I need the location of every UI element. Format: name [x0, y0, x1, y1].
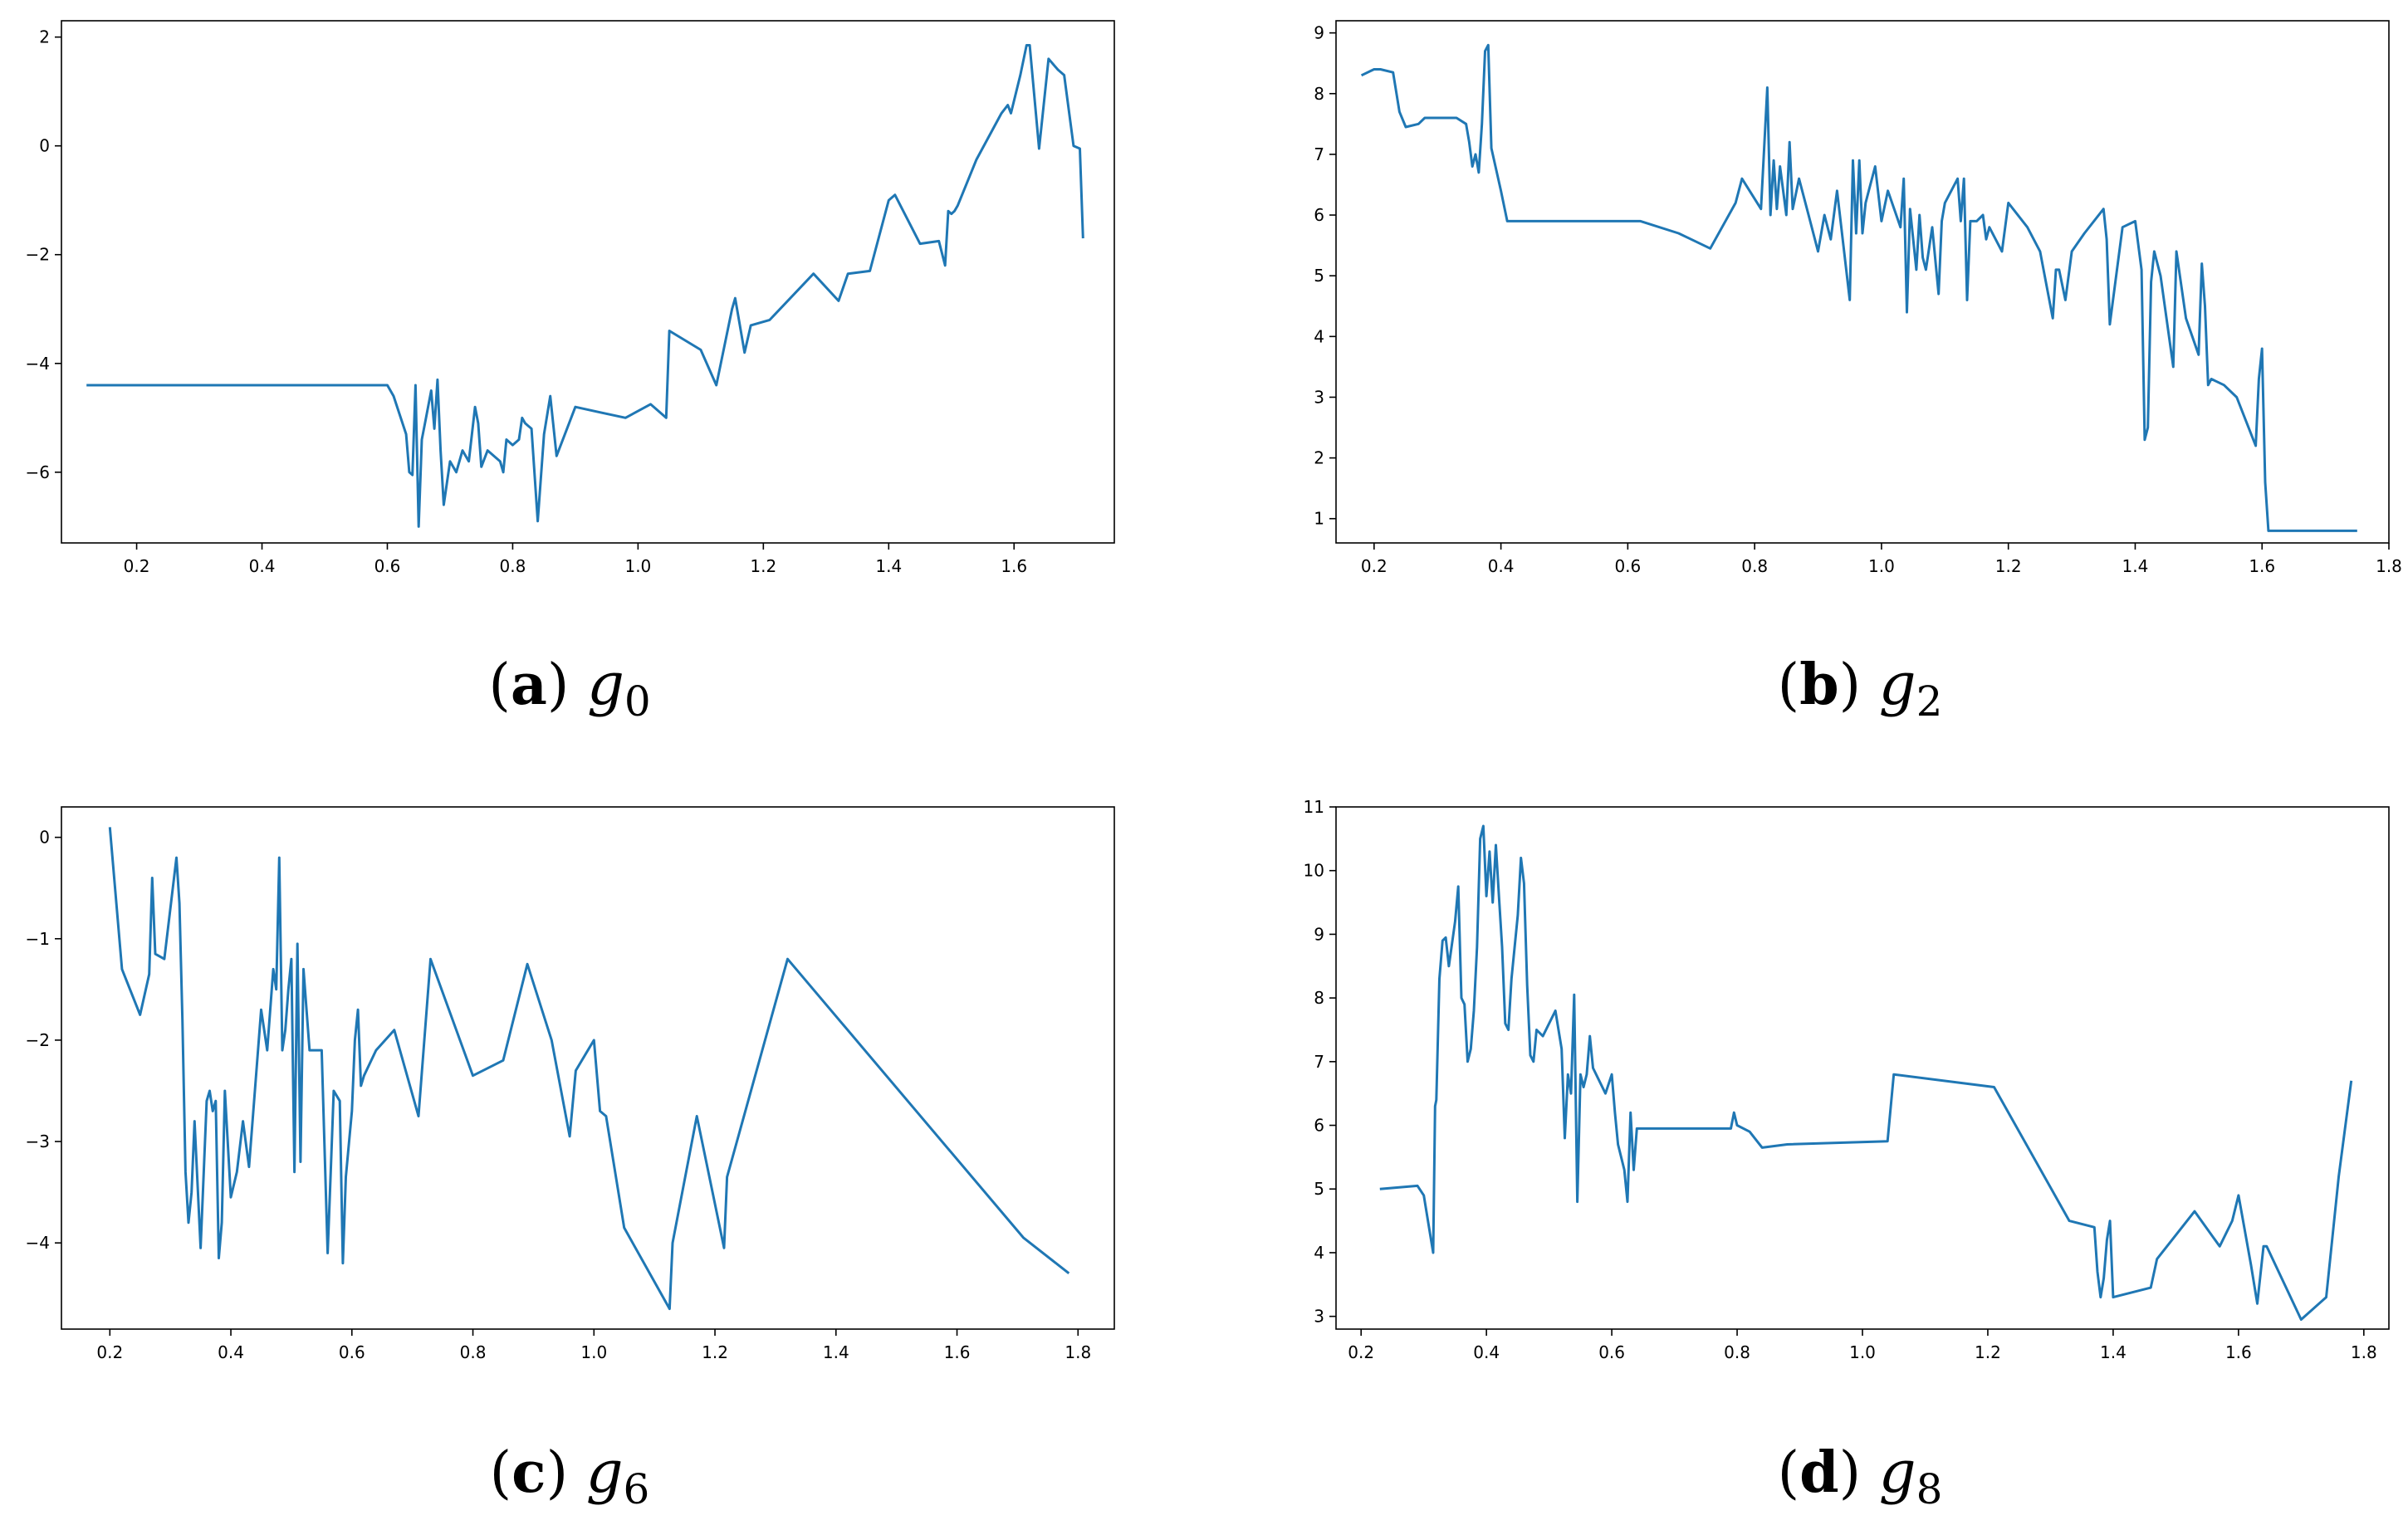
x-tick-label: 1.6: [2225, 1342, 2252, 1362]
y-tick-label: 5: [1314, 266, 1324, 286]
x-tick-label: 1.2: [1995, 556, 2022, 576]
y-tick-label: 0: [39, 828, 50, 848]
y-tick-label: 6: [1314, 1116, 1324, 1136]
x-tick-label: 1.0: [1868, 556, 1895, 576]
y-tick-label: −4: [26, 1233, 50, 1253]
axes-frame: [1335, 20, 2390, 544]
y-tick-label: 4: [1314, 1243, 1324, 1263]
y-tick-label: 2: [39, 27, 50, 47]
panel-caption: (b) g2: [1778, 650, 1943, 726]
x-tick-label: 1.2: [1975, 1342, 2001, 1362]
panel-caption: (d) g8: [1778, 1438, 1943, 1513]
x-tick-label: 0.4: [1473, 1342, 1500, 1362]
x-tick-label: 1.4: [875, 556, 902, 576]
plot-area: 0.2 0.4 0.6 0.8 1.0 1.2 1.4 1.6 −6 −4 −2 0 2: [26, 20, 1115, 576]
y-tick-label: −2: [26, 1030, 50, 1050]
x-tick-label: 0.4: [1488, 556, 1515, 576]
y-tick-label: 9: [1314, 23, 1324, 43]
panel-d: 0.2 0.4 0.6 0.8 1.0 1.2 1.4 1.6 1.8 3 4 5 6 7 8 9 10 11 (…: [1304, 797, 2390, 1513]
x-tick-label: 0.6: [339, 1342, 365, 1362]
x-tick-label: 0.4: [249, 556, 276, 576]
x-tick-label: 1.8: [2376, 556, 2402, 576]
x-tick-label: 0.6: [1614, 556, 1641, 576]
x-tick-label: 1.0: [1849, 1342, 1876, 1362]
panel-b: 0.2 0.4 0.6 0.8 1.0 1.2 1.4 1.6 1.8 1 2 3 4 5 6 7 8 9 (b)…: [1314, 20, 2402, 726]
axes-frame: [61, 806, 1115, 1330]
y-tick-label: −4: [26, 354, 50, 374]
x-tick-label: 1.6: [1001, 556, 1027, 576]
x-tick-label: 1.6: [944, 1342, 971, 1362]
y-tick-label: −1: [26, 929, 50, 949]
panel-a: 0.2 0.4 0.6 0.8 1.0 1.2 1.4 1.6 −6 −4 −2 0 2 (a) g0: [26, 20, 1115, 726]
x-tick-label: 1.2: [702, 1342, 728, 1362]
y-tick-label: 3: [1314, 1307, 1324, 1327]
y-tick-label: 2: [1314, 448, 1324, 468]
x-tick-label: 0.4: [218, 1342, 244, 1362]
y-tick-label: −6: [26, 462, 50, 482]
y-tick-label: 8: [1314, 988, 1324, 1008]
x-tick-label: 0.8: [1741, 556, 1768, 576]
y-tick-label: 8: [1314, 84, 1324, 104]
x-tick-label: 0.6: [1598, 1342, 1625, 1362]
plot-area: 0.2 0.4 0.6 0.8 1.0 1.2 1.4 1.6 1.8 1 2 3 4 5 6 7 8 9: [1314, 20, 2402, 576]
plot-area: 0.2 0.4 0.6 0.8 1.0 1.2 1.4 1.6 1.8 −4 −3 −2 −1 0: [26, 806, 1115, 1362]
y-tick-label: 3: [1314, 387, 1324, 407]
y-tick-label: −3: [26, 1132, 50, 1151]
x-tick-label: 1.6: [2249, 556, 2275, 576]
y-tick-label: 6: [1314, 205, 1324, 225]
x-tick-label: 0.6: [374, 556, 401, 576]
x-tick-label: 0.2: [96, 1342, 123, 1362]
y-tick-label: 11: [1304, 797, 1324, 817]
y-tick-label: 10: [1304, 861, 1324, 881]
panel-caption: (c) g6: [490, 1438, 650, 1513]
x-tick-label: 0.2: [1361, 556, 1388, 576]
y-tick-label: 4: [1314, 326, 1324, 346]
panel-caption: (a) g0: [488, 650, 650, 726]
x-tick-label: 1.4: [2122, 556, 2149, 576]
x-tick-label: 1.2: [750, 556, 776, 576]
panel-c: 0.2 0.4 0.6 0.8 1.0 1.2 1.4 1.6 1.8 −4 −3 −2 −1 0 (c)…: [26, 806, 1115, 1513]
x-tick-label: 1.0: [580, 1342, 607, 1362]
x-tick-label: 1.0: [624, 556, 651, 576]
y-tick-label: −2: [26, 245, 50, 265]
y-tick-label: 7: [1314, 1052, 1324, 1072]
axes-frame: [61, 20, 1115, 544]
series-line: [1360, 43, 2357, 532]
plot-area: 0.2 0.4 0.6 0.8 1.0 1.2 1.4 1.6 1.8 3 4 5 6 7 8 9 10 11: [1304, 797, 2390, 1362]
y-tick-label: 5: [1314, 1179, 1324, 1199]
x-tick-label: 0.2: [1348, 1342, 1374, 1362]
x-tick-label: 1.8: [2351, 1342, 2377, 1362]
y-tick-label: 1: [1314, 509, 1324, 529]
series-line: [86, 44, 1084, 528]
series-line: [1379, 824, 2353, 1321]
series-line: [108, 827, 1070, 1311]
x-tick-label: 1.4: [2100, 1342, 2127, 1362]
x-tick-label: 0.8: [500, 556, 526, 576]
y-tick-label: 9: [1314, 924, 1324, 944]
x-tick-label: 1.4: [823, 1342, 849, 1362]
y-tick-label: 0: [39, 136, 50, 156]
x-tick-label: 1.8: [1065, 1342, 1091, 1362]
y-tick-label: 7: [1314, 144, 1324, 164]
x-tick-label: 0.8: [460, 1342, 487, 1362]
x-tick-label: 0.8: [1724, 1342, 1750, 1362]
x-tick-label: 0.2: [124, 556, 150, 576]
